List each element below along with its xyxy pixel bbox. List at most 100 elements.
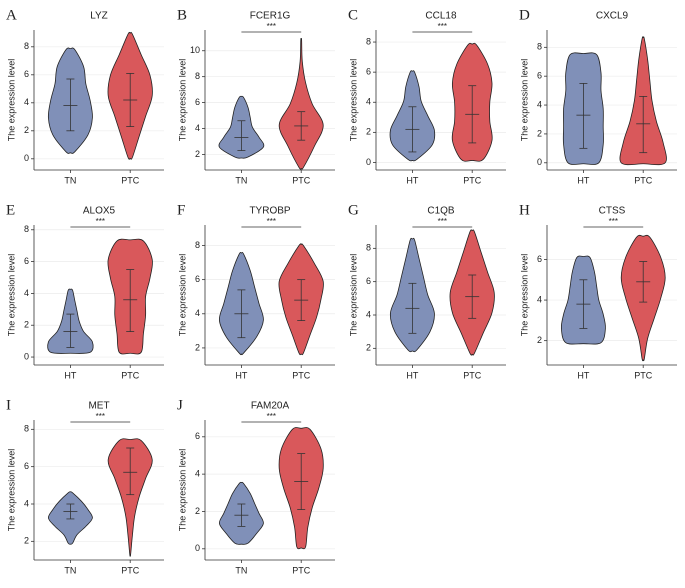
y-tick-label: 6 <box>366 276 371 286</box>
panel-letter: J <box>177 397 183 413</box>
panel-title: FAM20A <box>251 401 290 412</box>
y-axis-label: The expression level <box>348 254 358 337</box>
y-tick-label: 10 <box>190 45 200 55</box>
y-tick-label: 0 <box>537 157 542 167</box>
y-tick-label: 0 <box>24 153 29 163</box>
y-tick-label: 6 <box>24 256 29 266</box>
x-tick-label: PTC <box>634 175 653 185</box>
y-axis-label: The expression level <box>519 59 529 142</box>
y-tick-label: 2 <box>24 536 29 546</box>
x-tick-label: HT <box>64 370 76 380</box>
panel-title: MET <box>88 401 109 412</box>
panel-letter: C <box>348 7 358 23</box>
significance-label: *** <box>267 217 276 226</box>
x-tick-label: PTC <box>463 175 482 185</box>
x-tick-label: PTC <box>292 175 311 185</box>
x-tick-label: PTC <box>463 370 482 380</box>
x-tick-label: PTC <box>634 370 653 380</box>
y-axis-label: The expression level <box>6 449 16 532</box>
y-tick-label: 4 <box>537 99 542 109</box>
y-tick-label: 6 <box>24 461 29 471</box>
significance-label: *** <box>438 217 447 226</box>
x-tick-label: PTC <box>121 175 140 185</box>
y-axis-label: The expression level <box>519 254 529 337</box>
y-tick-label: 8 <box>537 42 542 52</box>
significance-label: *** <box>96 412 105 421</box>
y-axis-label: The expression level <box>177 59 187 142</box>
y-tick-label: 4 <box>366 309 371 319</box>
x-tick-label: TN <box>235 565 247 575</box>
y-tick-label: 6 <box>195 431 200 441</box>
significance-label: *** <box>267 412 276 421</box>
y-axis-label: The expression level <box>6 254 16 337</box>
x-tick-label: HT <box>406 175 418 185</box>
panel-title: CTSS <box>599 206 626 217</box>
panel: A LYZ The expression level 0 2 4 6 8 TN PTC <box>6 7 164 185</box>
x-tick-label: TN <box>64 175 76 185</box>
panel-letter: G <box>348 202 359 218</box>
y-axis-label: The expression level <box>6 59 16 142</box>
panel: B FCER1G The expression level 2 4 6 8 10 TN PTC **… <box>177 7 335 185</box>
panel-title: ALOX5 <box>83 206 116 217</box>
x-tick-label: PTC <box>292 565 311 575</box>
x-tick-label: HT <box>577 370 589 380</box>
y-tick-label: 6 <box>195 97 200 107</box>
y-axis-label: The expression level <box>177 254 187 337</box>
y-tick-label: 4 <box>195 469 200 479</box>
panel-letter: H <box>519 202 530 218</box>
panel-letter: D <box>519 7 530 23</box>
x-tick-label: HT <box>235 370 247 380</box>
y-tick-label: 2 <box>537 128 542 138</box>
violin <box>278 38 324 170</box>
y-tick-label: 6 <box>537 71 542 81</box>
panel: G C1QB The expression level 2 4 6 8 HT PTC *** <box>348 202 506 380</box>
y-tick-label: 6 <box>537 254 542 264</box>
y-tick-label: 0 <box>366 157 371 167</box>
panel-title: TYROBP <box>249 206 290 217</box>
panel: C CCL18 The expression level 0 2 4 6 8 HT PTC *** <box>348 7 506 185</box>
x-tick-label: HT <box>406 370 418 380</box>
x-tick-label: TN <box>235 175 247 185</box>
significance-label: *** <box>609 217 618 226</box>
y-tick-label: 2 <box>537 335 542 345</box>
significance-label: *** <box>96 217 105 226</box>
y-axis-label: The expression level <box>177 449 187 532</box>
y-tick-label: 6 <box>24 69 29 79</box>
y-tick-label: 4 <box>366 97 371 107</box>
significance-label: *** <box>438 22 447 31</box>
y-tick-label: 8 <box>24 41 29 51</box>
y-tick-label: 4 <box>24 288 29 298</box>
y-tick-label: 8 <box>24 424 29 434</box>
panel: J FAM20A The expression level 0 2 4 6 TN PTC *** <box>177 397 335 575</box>
panel: D CXCL9 The expression level 0 2 4 6 8 HT PTC <box>519 7 677 185</box>
panel-title: CXCL9 <box>596 11 629 22</box>
y-tick-label: 8 <box>366 243 371 253</box>
y-tick-label: 2 <box>195 342 200 352</box>
panel-letter: F <box>177 202 185 218</box>
y-tick-label: 2 <box>195 506 200 516</box>
x-tick-label: TN <box>64 565 76 575</box>
panel-letter: A <box>6 7 17 23</box>
y-tick-label: 8 <box>195 240 200 250</box>
y-tick-label: 8 <box>24 224 29 234</box>
y-tick-label: 2 <box>366 127 371 137</box>
y-tick-label: 6 <box>366 67 371 77</box>
panel-letter: B <box>177 7 187 23</box>
panel-title: CCL18 <box>425 11 457 22</box>
x-tick-label: PTC <box>121 370 140 380</box>
panel-title: LYZ <box>90 11 108 22</box>
x-tick-label: PTC <box>121 565 140 575</box>
panel: I MET The expression level 2 4 6 8 TN PTC *** <box>6 397 164 575</box>
y-tick-label: 0 <box>195 543 200 553</box>
x-tick-label: PTC <box>292 370 311 380</box>
significance-label: *** <box>267 22 276 31</box>
y-tick-label: 2 <box>366 343 371 353</box>
y-tick-label: 4 <box>195 123 200 133</box>
y-axis-label: The expression level <box>348 59 358 142</box>
x-tick-label: HT <box>577 175 589 185</box>
panel: F TYROBP The expression level 2 4 6 8 HT PTC *** <box>177 202 335 380</box>
y-tick-label: 4 <box>24 498 29 508</box>
y-tick-label: 2 <box>24 125 29 135</box>
y-tick-label: 2 <box>24 320 29 330</box>
